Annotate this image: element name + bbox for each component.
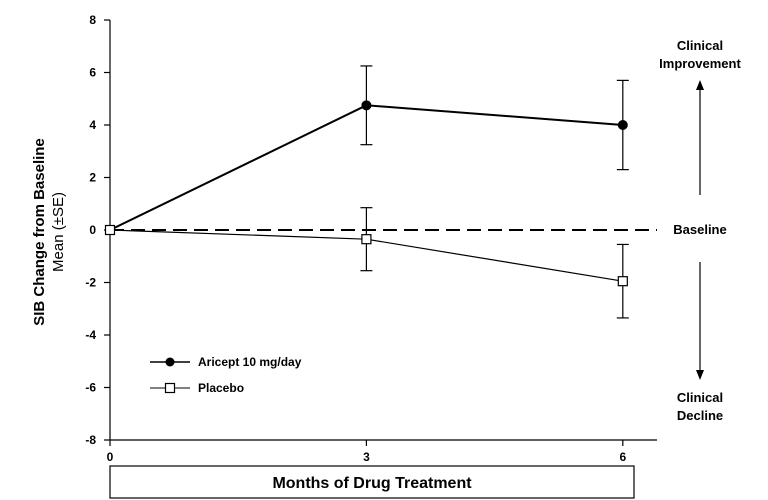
y-tick-label: -2 bbox=[85, 276, 96, 290]
y-tick-label: 6 bbox=[89, 66, 96, 80]
x-tick-label: 3 bbox=[363, 450, 370, 464]
decline-label-line2: Decline bbox=[677, 408, 723, 423]
aricept-point bbox=[617, 120, 628, 130]
x-tick-label: 0 bbox=[107, 450, 114, 464]
decline-arrow-head bbox=[696, 370, 704, 380]
y-tick-label: -8 bbox=[85, 433, 96, 447]
y-tick-label: -4 bbox=[85, 328, 96, 342]
placebo-point bbox=[617, 276, 628, 287]
y-axis-subtitle: Mean (±SE) bbox=[50, 192, 67, 272]
y-tick-label: 8 bbox=[89, 13, 96, 27]
y-tick-label: 0 bbox=[89, 223, 96, 237]
decline-label-line1: Clinical bbox=[677, 390, 723, 405]
x-axis-title-box bbox=[109, 465, 635, 499]
baseline-label: Baseline bbox=[673, 222, 726, 237]
legend-aricept-marker bbox=[165, 357, 175, 367]
legend-placebo-marker bbox=[164, 382, 176, 394]
y-tick-label: 2 bbox=[89, 171, 96, 185]
x-tick-label: 6 bbox=[619, 450, 626, 464]
improvement-arrow-head bbox=[696, 80, 704, 90]
legend-placebo-label: Placebo bbox=[198, 381, 244, 395]
y-axis-title: SIB Change from Baseline bbox=[31, 138, 48, 326]
improvement-label-line1: Clinical bbox=[677, 38, 723, 53]
placebo-point bbox=[361, 234, 372, 245]
placebo-point bbox=[104, 224, 116, 236]
y-tick-label: 4 bbox=[89, 118, 96, 132]
x-axis-title: Months of Drug Treatment bbox=[272, 475, 472, 492]
improvement-label-line2: Improvement bbox=[659, 56, 741, 71]
aricept-point bbox=[361, 100, 372, 111]
legend-aricept-label: Aricept 10 mg/day bbox=[198, 355, 302, 369]
legend: Aricept 10 mg/day Placebo bbox=[150, 355, 302, 395]
y-tick-label: -6 bbox=[85, 381, 96, 395]
